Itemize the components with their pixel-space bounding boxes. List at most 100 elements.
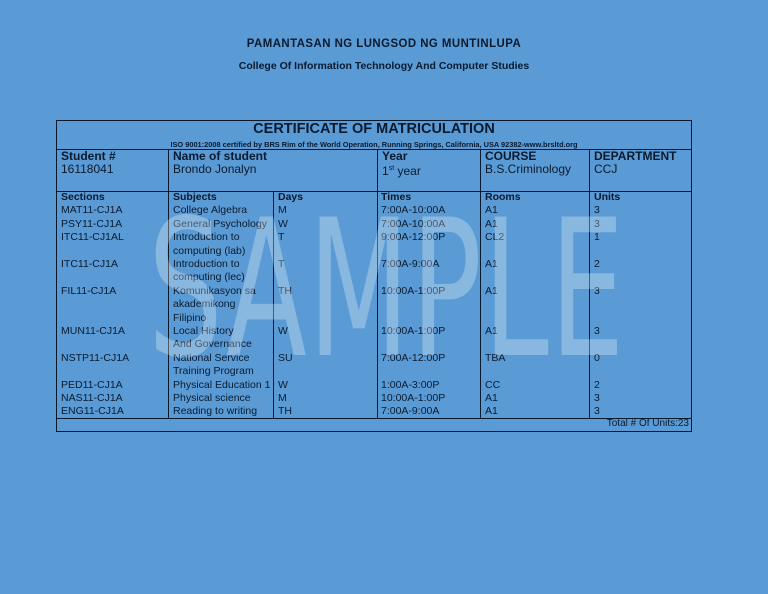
cell-time: 7:00A-12:00P bbox=[381, 351, 446, 364]
cell-section: PED11-CJ1A bbox=[61, 378, 123, 391]
cell-subject: Local History And Governance bbox=[173, 324, 252, 351]
student-number-cell: Student # 16118041 bbox=[61, 150, 116, 176]
year-cell: Year 1st year bbox=[382, 150, 421, 178]
cell-subject: Introduction to computing (lab) bbox=[173, 231, 246, 257]
department-label: DEPARTMENT bbox=[594, 149, 677, 163]
year-suffix: st bbox=[388, 165, 395, 172]
cell-section: ENG11-CJ1A bbox=[61, 405, 124, 418]
cell-days: TH bbox=[278, 284, 292, 297]
course-cell: COURSE B.S.Criminology bbox=[485, 150, 571, 176]
divider bbox=[377, 149, 378, 418]
cell-time: 1:00A-3:00P bbox=[381, 378, 440, 391]
cell-subject: National Service Training Program bbox=[173, 351, 254, 378]
cell-units: 2 bbox=[594, 257, 600, 270]
cell-units: 3 bbox=[594, 391, 600, 404]
total-units: Total # Of Units:23 bbox=[606, 418, 689, 429]
cell-section: NSTP11-CJ1A bbox=[61, 351, 130, 364]
sections-column: Sections MAT11-CJ1A PSY11-CJ1A ITC11-CJ1AL I… bbox=[61, 191, 129, 419]
divider bbox=[57, 149, 691, 150]
cell-units: 0 bbox=[594, 351, 600, 364]
cell-days: W bbox=[278, 217, 288, 230]
times-column: Times 7:00A-10:00A 7:00A-10:00A 9:00A-12:00… bbox=[381, 191, 445, 419]
rooms-column: Rooms A1 A1 CL2 A1 A1 A1 TBA CC A1 A1 bbox=[485, 191, 521, 419]
column-header-days: Days bbox=[278, 191, 304, 203]
cell-subject: College Algebra bbox=[173, 204, 248, 217]
cell-time: 10:00A-1:00P bbox=[381, 391, 446, 404]
cell-room: A1 bbox=[485, 217, 498, 230]
cell-time: 10:00A-1:00P bbox=[381, 284, 446, 297]
cell-days: W bbox=[278, 378, 288, 391]
cell-days: SU bbox=[278, 351, 293, 364]
cell-units: 1 bbox=[594, 231, 600, 244]
divider bbox=[57, 191, 691, 192]
subjects-column: Subjects College Algebra General Psycholog… bbox=[173, 191, 270, 419]
certificate-table: CERTIFICATE OF MATRICULATION ISO 9001:20… bbox=[56, 120, 692, 432]
cell-subject: Physical Education 1 bbox=[173, 378, 271, 391]
column-header-section: Sections bbox=[61, 191, 105, 203]
cell-section: MUN11-CJ1A bbox=[61, 324, 125, 337]
iso-statement: ISO 9001:2008 certified by BRS Rim of th… bbox=[170, 140, 578, 149]
column-header-subject: Subjects bbox=[173, 191, 217, 203]
cell-subject: Reading to writing bbox=[173, 405, 258, 418]
student-name-cell: Name of student Brondo Jonalyn bbox=[173, 150, 267, 176]
university-name: PAMANTASAN NG LUNGSOD NG MUNTINLUPA bbox=[246, 36, 522, 50]
divider bbox=[57, 418, 691, 419]
cell-room: A1 bbox=[485, 391, 498, 404]
cell-units: 3 bbox=[594, 217, 600, 230]
cell-room: CC bbox=[485, 378, 501, 391]
cell-room: A1 bbox=[485, 257, 498, 270]
cell-time: 10:00A-1:00P bbox=[381, 324, 446, 337]
cell-units: 3 bbox=[594, 405, 600, 418]
student-number-label: Student # bbox=[61, 149, 116, 163]
course-label: COURSE bbox=[485, 149, 537, 163]
cell-section: PSY11-CJ1A bbox=[61, 217, 123, 230]
year-label: Year bbox=[382, 149, 408, 163]
cell-subject: Introduction to computing (lec) bbox=[173, 257, 245, 284]
cell-room: CL2 bbox=[485, 231, 505, 244]
cell-days: T bbox=[278, 257, 285, 270]
cell-section: NAS11-CJ1A bbox=[61, 391, 123, 404]
year-word: year bbox=[394, 164, 421, 178]
cell-time: 7:00A-10:00A bbox=[381, 204, 446, 217]
cell-time: 7:00A-9:00A bbox=[381, 405, 440, 418]
cell-subject: General Psychology bbox=[173, 217, 267, 230]
department-cell: DEPARTMENT CCJ bbox=[594, 150, 676, 176]
cell-subject: Komunikasyon sa akademikong Filipino bbox=[173, 284, 256, 324]
certificate-title: CERTIFICATE OF MATRICULATION bbox=[253, 121, 495, 137]
student-number: 16118041 bbox=[61, 162, 114, 176]
cell-days: W bbox=[278, 324, 288, 337]
cell-section: MAT11-CJ1A bbox=[61, 204, 123, 217]
divider bbox=[480, 149, 481, 418]
cell-subject: Physical science bbox=[173, 391, 251, 404]
cell-time: 9:00A-12:00P bbox=[381, 231, 446, 244]
year-value: 1st year bbox=[382, 162, 421, 178]
cell-days: M bbox=[278, 204, 287, 217]
cell-room: TBA bbox=[485, 351, 506, 364]
cell-units: 3 bbox=[594, 324, 600, 337]
column-header-room: Rooms bbox=[485, 191, 521, 203]
department-value: CCJ bbox=[594, 162, 618, 176]
column-header-time: Times bbox=[381, 191, 412, 203]
cell-section: ITC11-CJ1A bbox=[61, 257, 118, 270]
column-header-units: Units bbox=[594, 191, 621, 203]
cell-units: 3 bbox=[594, 204, 600, 217]
college-name: College Of Information Technology And Co… bbox=[238, 60, 530, 72]
cell-days: T bbox=[278, 231, 285, 244]
cell-section: ITC11-CJ1AL bbox=[61, 231, 124, 244]
cell-room: A1 bbox=[485, 204, 498, 217]
student-name-label: Name of student bbox=[173, 149, 268, 163]
cell-time: 7:00A-10:00A bbox=[381, 217, 446, 230]
cell-section: FIL11-CJ1A bbox=[61, 284, 117, 297]
cell-days: TH bbox=[278, 405, 292, 418]
cell-room: A1 bbox=[485, 324, 498, 337]
cell-units: 3 bbox=[594, 284, 600, 297]
days-column: Days M W T T TH W SU W M TH bbox=[278, 191, 303, 419]
cell-room: A1 bbox=[485, 284, 498, 297]
divider bbox=[589, 149, 590, 418]
cell-room: A1 bbox=[485, 405, 498, 418]
cell-time: 7:00A-9:00A bbox=[381, 257, 440, 270]
divider bbox=[168, 149, 169, 418]
divider bbox=[273, 191, 274, 418]
cell-days: M bbox=[278, 391, 287, 404]
units-column: Units 3 3 1 2 3 3 0 2 3 3 bbox=[594, 191, 620, 419]
